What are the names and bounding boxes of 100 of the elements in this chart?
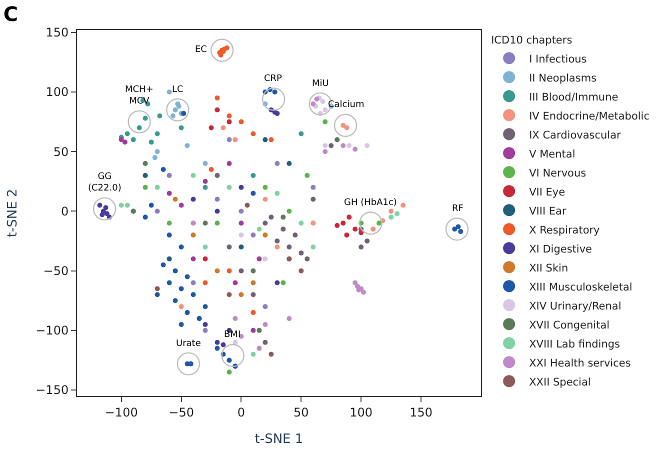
- annotation: CRP: [264, 74, 283, 84]
- point: [226, 137, 232, 142]
- x-tick-label: −100: [104, 405, 138, 420]
- point: [286, 244, 292, 250]
- point: [202, 322, 208, 327]
- point: [232, 316, 238, 322]
- point: [226, 119, 232, 124]
- legend-label: II Neoplasms: [529, 72, 597, 84]
- point: [268, 137, 274, 142]
- point: [328, 143, 334, 148]
- point: [202, 220, 208, 226]
- y-tick-label: 0: [60, 204, 69, 218]
- point: [142, 161, 148, 166]
- point: [124, 131, 130, 136]
- point: [202, 244, 208, 250]
- point: [122, 140, 128, 145]
- point: [202, 280, 208, 286]
- point: [202, 184, 208, 190]
- point: [262, 340, 268, 345]
- point: [157, 113, 162, 118]
- point: [154, 131, 160, 136]
- point: [226, 268, 232, 274]
- point: [298, 250, 304, 256]
- point: [214, 220, 220, 226]
- point: [184, 143, 190, 148]
- point: [340, 143, 346, 148]
- point: [262, 137, 268, 142]
- point: [310, 196, 316, 202]
- point: [208, 125, 214, 130]
- point: [152, 155, 158, 160]
- point: [262, 184, 268, 190]
- point: [340, 220, 346, 226]
- point: [320, 99, 326, 104]
- point: [250, 328, 256, 333]
- point: [238, 220, 244, 226]
- point: [238, 184, 244, 190]
- point: [154, 184, 160, 190]
- point: [262, 220, 268, 226]
- point: [214, 196, 220, 202]
- point: [250, 268, 256, 274]
- legend-label: XXII Special: [529, 376, 591, 388]
- point: [250, 232, 256, 238]
- point: [238, 208, 244, 214]
- point: [274, 244, 280, 250]
- point: [286, 161, 292, 166]
- point: [184, 310, 190, 316]
- annotation: Urate: [176, 339, 202, 349]
- point: [456, 224, 461, 230]
- point: [178, 286, 184, 292]
- x-tick-label: 0: [237, 405, 246, 420]
- point: [256, 226, 262, 232]
- point: [262, 196, 268, 202]
- point: [202, 328, 208, 333]
- point: [250, 352, 256, 357]
- legend-label: VI Nervous: [529, 167, 586, 180]
- point: [238, 232, 244, 238]
- y-tick-label: 150: [46, 26, 69, 40]
- point: [214, 340, 220, 345]
- point: [178, 202, 184, 208]
- point: [256, 256, 262, 262]
- point: [190, 292, 196, 298]
- point: [244, 202, 250, 208]
- x-tick-label: 100: [350, 405, 373, 420]
- point: [226, 161, 232, 166]
- y-tick-label: 100: [46, 85, 69, 100]
- point: [256, 346, 262, 351]
- point: [172, 196, 178, 202]
- point: [358, 244, 364, 250]
- point: [298, 268, 304, 274]
- point: [394, 211, 400, 216]
- point: [364, 143, 370, 148]
- point: [232, 137, 238, 142]
- y-tick-label: −100: [36, 324, 69, 338]
- point: [166, 220, 172, 226]
- point: [292, 232, 298, 238]
- point: [118, 202, 124, 208]
- legend-title: ICD10 chapters: [491, 34, 572, 47]
- point: [262, 232, 268, 238]
- annotation: MiU: [312, 79, 329, 89]
- point: [280, 214, 286, 220]
- point: [214, 268, 220, 274]
- point: [148, 202, 154, 208]
- point: [220, 125, 226, 130]
- point: [274, 110, 280, 116]
- point: [190, 172, 196, 178]
- point: [310, 220, 316, 226]
- point: [238, 244, 244, 250]
- point: [256, 328, 262, 333]
- y-tick-label: −150: [36, 383, 69, 398]
- point: [226, 184, 232, 190]
- point: [334, 223, 340, 228]
- point: [352, 146, 358, 152]
- point: [388, 208, 394, 214]
- point: [148, 140, 154, 145]
- point: [344, 232, 350, 238]
- point: [274, 161, 280, 166]
- point: [238, 292, 244, 298]
- annotation: Calcium: [328, 100, 364, 110]
- point: [352, 226, 358, 232]
- point: [250, 190, 256, 196]
